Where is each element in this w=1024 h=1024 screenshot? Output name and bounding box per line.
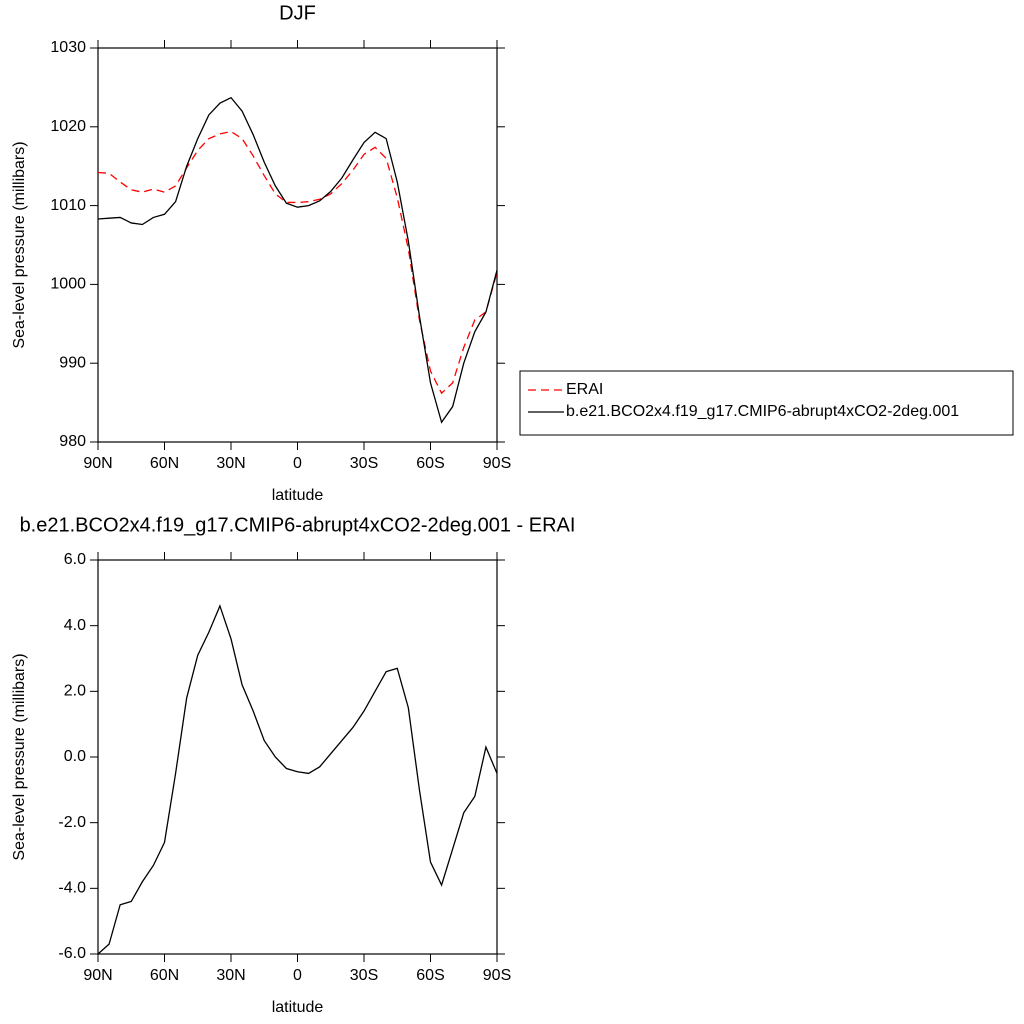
- y-tick-label: 2.0: [64, 683, 86, 700]
- y-tick-label: 1000: [50, 276, 86, 293]
- chart-title: DJF: [279, 2, 316, 24]
- data-line: [97, 130, 498, 395]
- y-tick-label: 1020: [50, 118, 86, 135]
- x-axis-label: latitude: [272, 999, 324, 1016]
- x-tick-label: 30S: [350, 967, 378, 984]
- x-tick-label: 90S: [483, 455, 511, 472]
- x-tick-label: 60S: [416, 455, 444, 472]
- y-tick-label: 1010: [50, 197, 86, 214]
- x-tick-label: 60N: [150, 967, 179, 984]
- y-tick-label: -2.0: [58, 814, 86, 831]
- y-tick-label: -4.0: [58, 880, 86, 897]
- y-axis-label: Sea-level pressure (millibars): [11, 141, 28, 348]
- y-tick-label: -6.0: [58, 945, 86, 962]
- x-tick-label: 60S: [416, 967, 444, 984]
- y-tick-label: 6.0: [64, 551, 86, 568]
- data-line: [97, 96, 498, 424]
- x-tick-label: 60N: [150, 455, 179, 472]
- y-tick-label: 4.0: [64, 617, 86, 634]
- y-tick-label: 980: [59, 433, 86, 450]
- x-tick-label: 30N: [216, 455, 245, 472]
- y-axis-label: Sea-level pressure (millibars): [11, 653, 28, 860]
- x-tick-label: 0: [293, 967, 302, 984]
- legend-label: b.e21.BCO2x4.f19_g17.CMIP6-abrupt4xCO2-2…: [566, 403, 959, 420]
- x-axis-label: latitude: [272, 487, 324, 504]
- legend-label: ERAI: [566, 381, 603, 398]
- legend-box: [519, 370, 1014, 436]
- x-tick-label: 30S: [350, 455, 378, 472]
- x-tick-label: 30N: [216, 967, 245, 984]
- x-tick-label: 0: [293, 455, 302, 472]
- y-tick-label: 1030: [50, 39, 86, 56]
- y-tick-label: 0.0: [64, 748, 86, 765]
- data-line: [97, 604, 498, 955]
- x-tick-label: 90N: [83, 967, 112, 984]
- x-tick-label: 90S: [483, 967, 511, 984]
- chart-title: b.e21.BCO2x4.f19_g17.CMIP6-abrupt4xCO2-2…: [20, 514, 576, 536]
- x-tick-label: 90N: [83, 455, 112, 472]
- y-tick-label: 990: [59, 354, 86, 371]
- plot-frame: [97, 559, 498, 955]
